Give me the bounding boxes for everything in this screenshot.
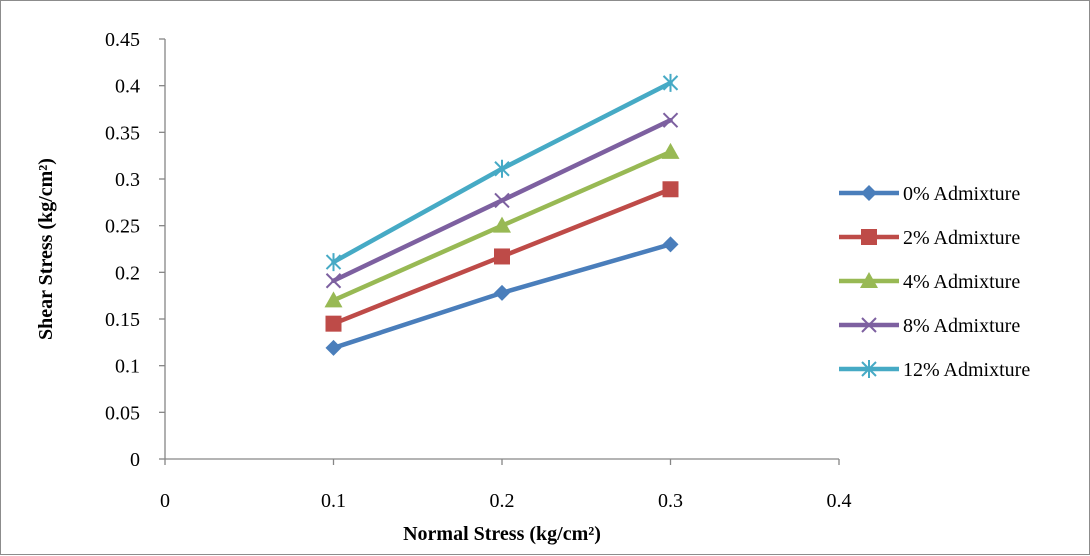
legend-marker	[861, 185, 877, 201]
series-1	[325, 181, 679, 332]
series-4	[325, 73, 679, 272]
legend-item: 0% Admixture	[839, 183, 1020, 205]
legend-marker	[861, 229, 877, 245]
legend-marker	[861, 317, 877, 333]
series-0	[325, 236, 679, 356]
legend-item: 12% Admixture	[839, 359, 1030, 381]
series-layer	[324, 73, 680, 356]
x-axis-title: Normal Stress (kg/cm²)	[403, 523, 601, 545]
data-point-marker	[324, 291, 343, 308]
legend-label: 2% Admixture	[903, 227, 1020, 249]
y-axis-ticks: 0 0.05 0.1 0.15 0.2 0.25 0.3 0.35 0.4 0.45	[105, 29, 165, 471]
data-point-marker	[662, 181, 679, 198]
data-point-marker	[662, 73, 679, 92]
y-tick-label: 0.1	[115, 356, 140, 378]
legend-item: 4% Admixture	[839, 271, 1020, 293]
x-tick-label: 0.4	[827, 490, 852, 512]
data-point-marker	[494, 159, 510, 178]
legend-item: 8% Admixture	[839, 315, 1020, 337]
series-3	[325, 112, 679, 289]
y-tick-label: 0.35	[105, 122, 140, 144]
y-tick-label: 0.25	[105, 216, 140, 238]
x-tick-label: 0.1	[321, 490, 346, 512]
y-tick-label: 0.2	[115, 262, 140, 284]
legend: 0% Admixture 2% Admixture 4% Admixture 8% A…	[839, 183, 1030, 381]
y-axis-title: Shear Stress (kg/cm²)	[35, 158, 57, 340]
data-point-marker	[494, 192, 510, 209]
data-point-marker	[325, 273, 342, 289]
legend-marker	[861, 360, 877, 378]
legend-label: 0% Admixture	[903, 183, 1020, 205]
data-point-marker	[494, 284, 510, 301]
x-tick-label: 0	[160, 490, 170, 512]
data-point-marker	[494, 248, 510, 265]
series-2	[324, 142, 680, 308]
data-point-marker	[325, 339, 342, 356]
data-point-marker	[325, 315, 342, 332]
data-point-marker	[493, 216, 511, 233]
x-tick-label: 0.3	[658, 490, 683, 512]
y-tick-label: 0.45	[105, 29, 140, 51]
legend-label: 8% Admixture	[903, 315, 1020, 337]
y-tick-label: 0.05	[105, 402, 140, 424]
y-tick-label: 0.15	[105, 309, 140, 331]
legend-marker	[860, 272, 878, 288]
data-point-marker	[661, 142, 680, 159]
data-point-marker	[662, 236, 679, 253]
legend-label: 4% Admixture	[903, 271, 1020, 293]
y-tick-label: 0.3	[115, 169, 140, 191]
y-tick-label: 0.4	[115, 76, 140, 98]
x-tick-label: 0.2	[490, 490, 515, 512]
legend-item: 2% Admixture	[839, 227, 1020, 249]
legend-label: 12% Admixture	[903, 359, 1030, 381]
y-tick-label: 0	[130, 449, 140, 471]
x-axis-ticks: 0 0.1 0.2 0.3 0.4	[160, 459, 852, 512]
data-point-marker	[662, 112, 679, 128]
data-point-marker	[325, 253, 342, 272]
